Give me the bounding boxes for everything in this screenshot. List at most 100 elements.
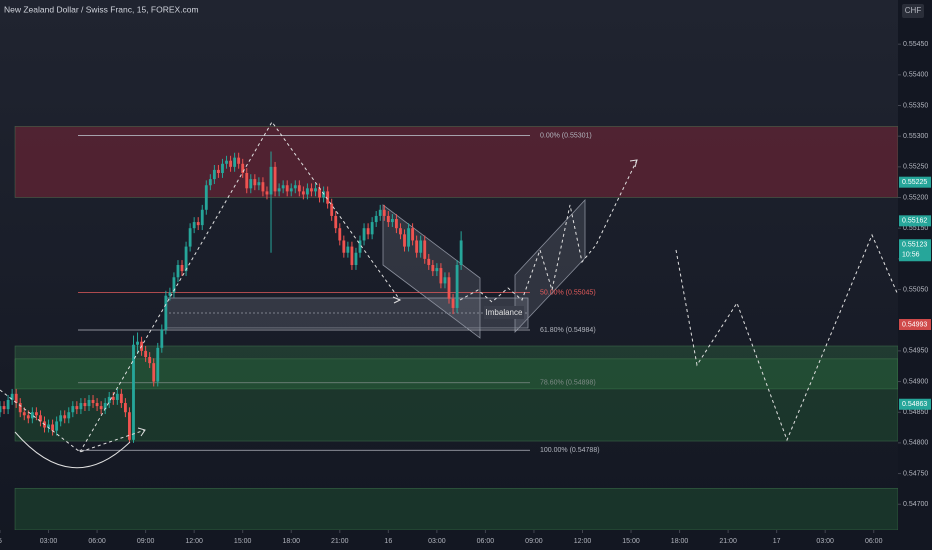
- x-tick-label: 21:00: [719, 538, 737, 545]
- price-tag-time: 10:56: [902, 252, 920, 259]
- projection-path: [675, 233, 899, 442]
- fib-label: 78.60% (0.54898): [540, 380, 596, 387]
- fib-label: 50.00% (0.55045): [540, 289, 596, 296]
- x-tick-label: 12:00: [574, 538, 592, 545]
- candle-body: [196, 222, 200, 226]
- price-tag-label: 0.54993: [902, 321, 927, 328]
- y-tick-label: 0.54950: [903, 348, 928, 355]
- chart-title: New Zealand Dollar / Swiss Franc, 15, FO…: [4, 4, 199, 14]
- x-tick-label: 5: [0, 538, 2, 545]
- projection-path: [459, 159, 638, 303]
- candle-body: [334, 215, 338, 229]
- candle-body: [212, 169, 216, 180]
- candle-body: [257, 182, 261, 186]
- candle-body: [273, 166, 277, 192]
- candle-body: [67, 412, 71, 419]
- candle-body: [237, 157, 241, 164]
- candle-body: [443, 277, 447, 284]
- candle-body: [435, 268, 439, 272]
- candle-body: [14, 393, 18, 404]
- candle-body: [310, 188, 313, 192]
- candle-body: [123, 403, 127, 413]
- price-tag: [899, 239, 931, 262]
- candle-body: [188, 228, 192, 247]
- price-axis: [898, 0, 932, 550]
- arrow-head: [392, 296, 402, 304]
- zone: [14, 487, 899, 531]
- candle-body: [326, 191, 330, 204]
- currency-box: [902, 4, 924, 18]
- candle-body: [176, 265, 180, 278]
- candle-body: [75, 406, 79, 410]
- fib-label: 61.80% (0.54984): [540, 327, 596, 334]
- candle-body: [184, 246, 188, 272]
- candle-body: [59, 415, 63, 422]
- x-tick-label: 18:00: [671, 538, 689, 545]
- x-tick-label: 03:00: [428, 538, 446, 545]
- annotation-box: [484, 306, 524, 319]
- x-tick-label: 15:00: [234, 538, 252, 545]
- arrow-head: [137, 427, 146, 437]
- candle-body: [200, 209, 204, 226]
- candle-body: [87, 399, 91, 407]
- candle-body: [22, 412, 26, 416]
- candle-body: [6, 399, 10, 410]
- candle-body: [26, 415, 30, 419]
- price-tag: [899, 319, 931, 331]
- candle-body: [281, 185, 285, 189]
- y-tick-label: 0.55050: [903, 286, 928, 293]
- candle-body: [419, 240, 423, 253]
- candle-body: [338, 228, 342, 241]
- zones: [14, 126, 899, 531]
- candle-body: [164, 295, 168, 330]
- candle-body: [103, 403, 107, 410]
- candle-body: [354, 252, 358, 265]
- candle-body: [144, 350, 148, 358]
- candle-body: [447, 277, 451, 299]
- candle-body: [289, 188, 293, 192]
- candle-body: [119, 393, 123, 404]
- candle-body: [378, 209, 382, 216]
- y-tick-label: 0.54750: [903, 470, 928, 477]
- candle-body: [318, 188, 321, 198]
- candle-body: [431, 265, 435, 272]
- candle-body: [362, 228, 366, 241]
- candle-body: [415, 240, 419, 253]
- currency: CHF: [905, 6, 922, 15]
- candle-body: [253, 179, 257, 186]
- candle-body: [277, 188, 281, 192]
- candle-body: [180, 265, 184, 272]
- candle-body: [136, 341, 139, 345]
- candle-body: [160, 329, 164, 348]
- candle-body: [0, 406, 2, 413]
- candle-body: [71, 406, 75, 413]
- candle-body: [451, 298, 455, 308]
- x-tick-label: 12:00: [185, 538, 203, 545]
- candle-body: [455, 265, 459, 308]
- candle-body: [51, 424, 55, 431]
- price-tag-label: 0.55123: [902, 242, 927, 249]
- candle-body: [91, 399, 95, 404]
- candle-body: [107, 396, 111, 404]
- candle-body: [293, 185, 297, 189]
- projection-path: [0, 389, 146, 453]
- annotation: Imbalance: [486, 308, 523, 317]
- candle-body: [370, 222, 374, 235]
- candle-body: [427, 258, 431, 265]
- candle-body: [18, 403, 22, 413]
- candle-body: [208, 179, 212, 186]
- price-tag: [899, 215, 931, 227]
- candle-body: [83, 403, 87, 407]
- y-tick-label: 0.54850: [903, 409, 928, 416]
- candle-body: [172, 277, 176, 293]
- x-tick-label: 03:00: [40, 538, 58, 545]
- candle-body: [265, 191, 269, 195]
- candle-body: [407, 228, 410, 247]
- x-tick-label: 06:00: [477, 538, 495, 545]
- price-tag-label: 0.54863: [902, 401, 927, 408]
- candle-body: [192, 222, 196, 229]
- candle-body: [128, 412, 131, 440]
- candle-body: [217, 169, 220, 173]
- x-tick-label: 09:00: [525, 538, 543, 545]
